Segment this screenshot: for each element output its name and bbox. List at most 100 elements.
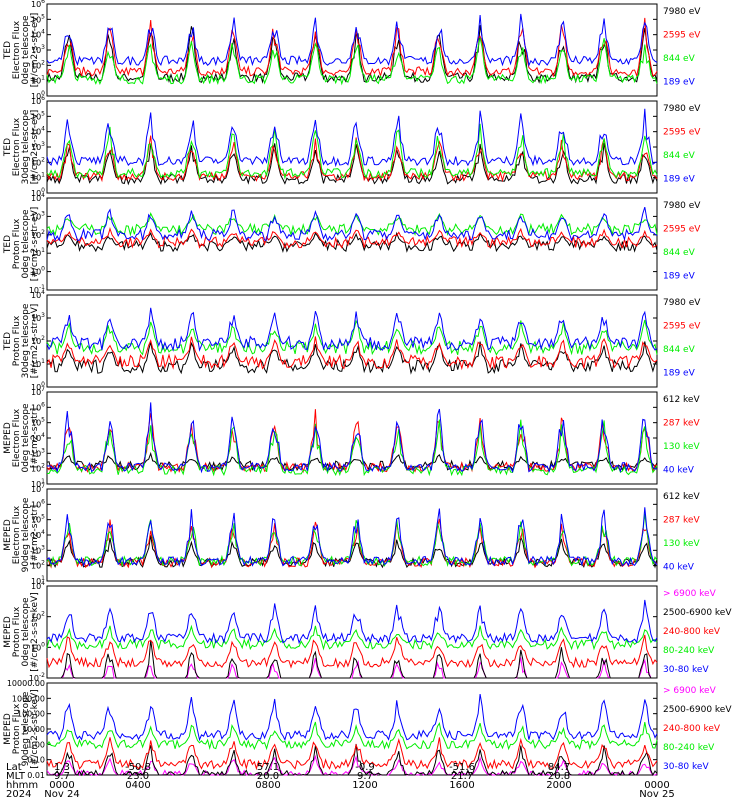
series-trace-green — [46, 624, 658, 651]
legend-entry: 612 keV — [663, 492, 700, 502]
flux-panel-1: 100 101 102 103 104 105 106 TEDElectron Flux0de… — [3, 0, 701, 101]
y-tick-label: 105 — [31, 13, 45, 24]
footer-tick-text: 0400 — [125, 780, 150, 791]
y-tick-label: 100 — [31, 641, 45, 652]
y-tick-label: 103 — [31, 210, 45, 221]
y-tick-label: 107 — [31, 386, 45, 397]
flux-panel-2: 100 101 102 103 104 105 106 TEDElectron Flux30d… — [3, 95, 701, 198]
legend-entry: 80-240 keV — [663, 743, 715, 753]
y-tick-label: 105 — [31, 417, 45, 428]
legend-entry: 189 eV — [663, 272, 696, 282]
y-tick-label: 102 — [31, 463, 45, 474]
y-axis-label: MEPEDElectron Flux90deg telescope[#/cm2-… — [3, 497, 40, 572]
y-axis-label: TEDProton Flux30deg telescope[#/cm2-s-st… — [3, 303, 40, 378]
footer-tick-text: 57.1 — [257, 762, 279, 773]
footer-tick-text: -50.8 — [125, 762, 151, 773]
panel-frame — [46, 294, 658, 388]
footer-tick-text: 1200 — [352, 780, 377, 791]
series-trace-green — [46, 721, 658, 751]
y-axis-label: MEPEDProton Flux90deg telescope[#/cm2-s-… — [3, 689, 40, 768]
legend-entry: 844 eV — [663, 345, 696, 355]
y-tick-label: 104 — [31, 580, 45, 591]
y-tick-label: 101 — [31, 358, 45, 369]
flux-panel-6: 101 102 103 104 105 106 107 MEPEDElectron Flux9… — [3, 483, 700, 586]
y-tick-label: 105 — [31, 110, 45, 121]
y-tick-label: 100 — [31, 381, 45, 392]
legend-entry: 2595 eV — [663, 322, 701, 332]
y-tick-label: 102 — [31, 59, 45, 70]
y-tick-label: 0.10 — [27, 756, 45, 765]
legend-entry: 844 eV — [663, 54, 696, 64]
panel-frame — [46, 197, 658, 291]
y-tick-label: 106 — [31, 401, 45, 412]
footer-tick-text: -0.9 — [355, 762, 375, 773]
y-tick-label: 103 — [31, 141, 45, 152]
legend-entry: 2595 eV — [663, 225, 701, 235]
y-tick-label: 101 — [31, 575, 45, 586]
legend-entry: 2500-6900 keV — [663, 705, 732, 715]
footer-year-label: 2024 — [6, 789, 31, 800]
series-trace-blue — [46, 13, 658, 68]
footer-tick-text: 1.3 — [54, 762, 70, 773]
y-tick-label: 100 — [31, 266, 45, 277]
series-trace-blue — [46, 507, 658, 567]
legend-entry: 7980 eV — [663, 7, 701, 17]
legend-entry: > 6900 keV — [663, 589, 717, 599]
legend-entry: 240-800 keV — [663, 627, 721, 637]
flux-panel-3: 10-1 100 101 102 103 104 TEDProton Flux0deg te… — [3, 192, 701, 295]
y-tick-label: 104 — [31, 289, 45, 300]
y-tick-label: 103 — [31, 447, 45, 458]
legend-entry: 130 keV — [663, 442, 700, 452]
y-tick-label: 104 — [31, 29, 45, 40]
flux-panel-5: 101 102 103 104 105 106 107 MEPEDElectron Flux0… — [3, 386, 700, 489]
y-tick-label: 10-1 — [29, 284, 45, 295]
series-trace-black — [46, 231, 658, 253]
y-tick-label: 102 — [31, 611, 45, 622]
legend-entry: 844 eV — [663, 151, 696, 161]
y-tick-label: 1.00 — [27, 740, 45, 749]
legend-entry: 612 keV — [663, 395, 700, 405]
y-tick-label: 102 — [31, 335, 45, 346]
series-trace-blue — [46, 307, 658, 352]
series-trace-blue — [46, 694, 658, 742]
y-tick-label: 104 — [31, 529, 45, 540]
y-tick-label: 106 — [31, 95, 45, 106]
footer-hhmm-label: hhmm — [6, 780, 38, 791]
legend-entry: 844 eV — [663, 248, 696, 258]
footer-tick-text: Nov 24 — [44, 789, 79, 800]
y-axis-label: MEPEDProton Flux0deg telescope[#/cm2-s-s… — [3, 592, 40, 671]
y-tick-label: 100 — [31, 90, 45, 101]
legend-entry: 40 keV — [663, 466, 695, 476]
legend-entry: 2595 eV — [663, 128, 701, 138]
y-axis-label: TEDElectron Flux0deg telescope[#/cm2-s-s… — [3, 13, 40, 88]
y-tick-label: 101 — [31, 247, 45, 258]
footer-mlt-label: MLT — [6, 771, 26, 782]
series-trace-blue — [46, 108, 658, 168]
series-trace-green — [47, 419, 658, 477]
y-tick-label: 104 — [31, 126, 45, 137]
series-trace-red — [46, 336, 658, 371]
y-tick-label: 101 — [31, 75, 45, 86]
legend-entry: 189 eV — [663, 369, 696, 379]
legend-entry: 189 eV — [663, 175, 696, 185]
series-trace-green — [46, 37, 658, 86]
y-tick-label: 106 — [31, 0, 45, 9]
y-tick-label: 10.00 — [22, 725, 45, 734]
footer-tick-text: 9.7 — [54, 771, 70, 782]
y-tick-label: 102 — [31, 156, 45, 167]
y-tick-label: 10000.00 — [7, 679, 45, 688]
footer-tick-text: 23.0 — [127, 771, 149, 782]
footer-tick-text: 20.8 — [548, 771, 570, 782]
series-trace-magenta — [46, 754, 658, 777]
footer-tick-text: 0800 — [255, 780, 280, 791]
legend-entry: 2500-6900 keV — [663, 608, 732, 618]
legend-entry: > 6900 keV — [663, 686, 717, 696]
legend-entry: 287 keV — [663, 419, 700, 429]
